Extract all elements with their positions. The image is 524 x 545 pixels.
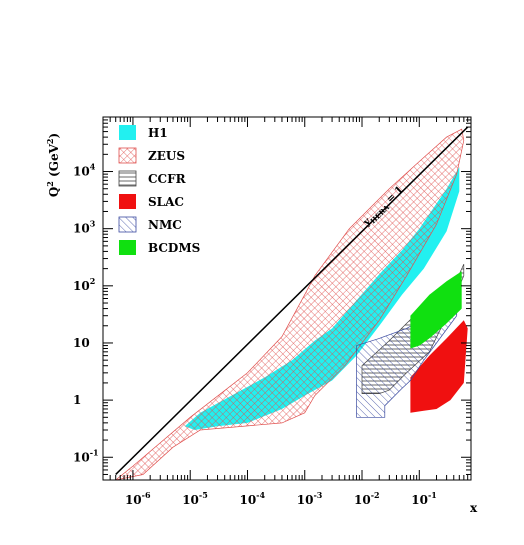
y-tick-label-exp: 4 [90, 162, 96, 172]
y-tick-label-base: 10 [73, 165, 90, 179]
x-tick-label-base: 10 [297, 493, 314, 507]
legend: H1 ZEUS CCFR SLAC NMC BCDMS [118, 125, 200, 255]
y-axis-label-q-exp: 2 [45, 181, 55, 187]
x-tick-label-base: 10 [239, 493, 256, 507]
y-tick-label-exp: 3 [90, 219, 96, 229]
x-tick-label: 10-5 [182, 490, 208, 507]
y-tick-label-base: 10 [73, 336, 90, 350]
y-axis-label-open: (GeV [47, 143, 61, 181]
y-tick-label-base: 1 [73, 393, 81, 407]
x-tick-label-base: 10 [125, 493, 142, 507]
legend-label-slac: SLAC [148, 195, 184, 209]
x-axis-label: x [470, 501, 478, 515]
region-slac [410, 320, 468, 413]
x-tick-label-exp: -2 [371, 490, 380, 500]
y-tick-label: 10 [73, 336, 90, 350]
y-tick-label: 104 [73, 162, 96, 179]
y-tick-label-base: 10 [73, 279, 90, 293]
x-tick-label-exp: -6 [142, 490, 151, 500]
y-tick-label-base: 10 [73, 450, 90, 464]
y-tick-label: 10-1 [73, 447, 99, 464]
legend-label-h1: H1 [148, 126, 168, 140]
legend-swatch-slac [119, 194, 136, 209]
y-tick-label-exp: -1 [90, 447, 99, 457]
y-axis-label-q: Q [47, 187, 61, 197]
x-tick-label-base: 10 [354, 493, 371, 507]
legend-label-bcdms: BCDMS [148, 241, 200, 255]
x-tick-label: 10-6 [125, 490, 151, 507]
x-tick-label-exp: -1 [428, 490, 437, 500]
x-tick-label-base: 10 [182, 493, 199, 507]
x-tick-label-base: 10 [411, 493, 428, 507]
legend-swatch-ccfr [118, 170, 137, 187]
legend-swatch-h1 [119, 125, 136, 140]
y-tick-label-exp: 2 [90, 276, 96, 286]
legend-label-ccfr: CCFR [148, 172, 187, 186]
x-tick-label-exp: -3 [313, 490, 322, 500]
legend-label-nmc: NMC [148, 218, 182, 232]
legend-label-zeus: ZEUS [148, 149, 185, 163]
legend-swatch-zeus [118, 147, 137, 164]
region-bcdms [410, 271, 462, 349]
x-tick-label: 10-3 [297, 490, 323, 507]
x-tick-label-exp: -4 [256, 490, 265, 500]
x-tick-label: 10-1 [411, 490, 437, 507]
legend-swatch-nmc [118, 216, 137, 233]
y-tick-label-base: 10 [73, 222, 90, 236]
y-tick-label: 102 [73, 276, 95, 293]
x-tick-label: 10-2 [354, 490, 380, 507]
y-axis-label: Q2 (GeV2) [45, 133, 61, 197]
x-tick-label-exp: -5 [199, 490, 208, 500]
y-axis-label-unit-exp: 2 [45, 139, 55, 145]
y-tick-label: 1 [73, 393, 81, 407]
legend-swatch-bcdms [119, 240, 136, 255]
kinematic-limit-line [115, 126, 469, 475]
x-tick-label: 10-4 [239, 490, 265, 507]
y-tick-label: 103 [73, 219, 96, 236]
y-axis-label-close: ) [47, 133, 61, 139]
